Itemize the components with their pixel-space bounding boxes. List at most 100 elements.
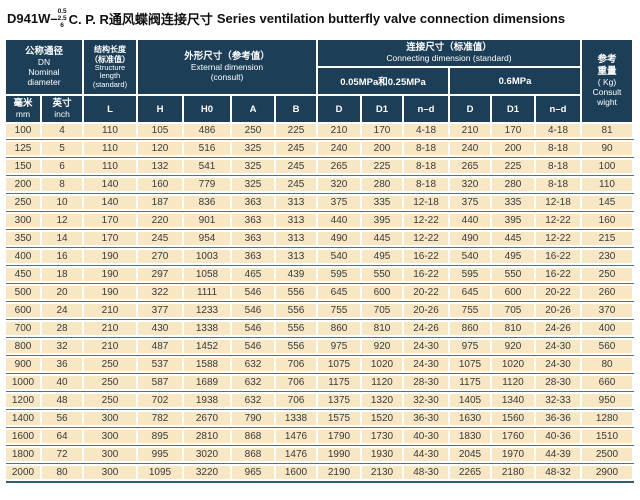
cell: 160: [138, 178, 182, 191]
cell: 445: [492, 232, 534, 245]
table-row: 600 24 210 377 1233 546 556 755 705 20-26 755 705 20…: [6, 304, 634, 317]
cell: 546: [232, 286, 274, 299]
table-row: 1800 72 300 995 3020 868 1476 1990 1930 44-30 2045…: [6, 448, 634, 461]
cell: 190: [84, 250, 136, 263]
pressure-value: 2.5: [57, 14, 67, 22]
table-row: 125 5 110 120 516 325 245 240 200 8-18 240 200 8-18 9…: [6, 142, 634, 155]
cell: 8-18: [404, 178, 448, 191]
cell: 250: [84, 394, 136, 407]
cell: 313: [276, 196, 316, 209]
title-model-prefix: D941W–: [7, 10, 58, 26]
header-label: D: [466, 103, 474, 115]
cell: 18: [42, 268, 82, 281]
cell: 782: [138, 412, 182, 425]
table-header: 公称通径 DN Nominal diameter 结构长度 （标准值） Stru…: [6, 40, 634, 122]
page-title: D941W– 0.5 2.5 6 C. P. R通风蝶阀连接尺寸 Series …: [7, 8, 565, 28]
cell: 1020: [362, 358, 402, 371]
cell: 1560: [492, 412, 534, 425]
cell: 440: [450, 214, 490, 227]
cell: 546: [232, 322, 274, 335]
cell: 32-33: [536, 394, 580, 407]
cell: 450: [6, 268, 40, 281]
spec-table: 公称通径 DN Nominal diameter 结构长度 （标准值） Stru…: [6, 40, 634, 483]
cell: 110: [84, 124, 136, 137]
cell: 16-22: [536, 250, 580, 263]
pressure-value: 0.5: [57, 8, 67, 15]
table-row: 1600 64 300 895 2810 868 1476 1790 1730 40-30 1830…: [6, 430, 634, 443]
cell: 1120: [362, 376, 402, 389]
cell: 2190: [318, 466, 360, 479]
cell: 28-30: [404, 376, 448, 389]
cell: 440: [318, 214, 360, 227]
row-divider: [6, 355, 634, 356]
cell: 132: [138, 160, 182, 173]
cell: 10: [42, 196, 82, 209]
cell: 895: [138, 430, 182, 443]
header-label: A: [249, 103, 257, 115]
cell: 1520: [362, 412, 402, 425]
header-label: 外形尺寸（参考值）: [184, 51, 270, 63]
cell: 320: [318, 178, 360, 191]
cell: 56: [42, 412, 82, 425]
cell: 225: [362, 160, 402, 173]
header-label: 连接尺寸（标准值）: [406, 42, 492, 54]
cell: 1600: [276, 466, 316, 479]
cell: 1200: [6, 394, 40, 407]
cell: 660: [582, 376, 632, 389]
cell: 265: [318, 160, 360, 173]
cell: 975: [318, 340, 360, 353]
cell: 325: [232, 160, 274, 173]
cell: 335: [362, 196, 402, 209]
cell: 868: [232, 430, 274, 443]
table-row: 800 32 210 487 1452 546 556 975 920 24-30 975 920 24…: [6, 340, 634, 353]
header-label: External dimension (consult): [190, 62, 264, 82]
cell: 36: [42, 358, 82, 371]
header-col-A: A: [232, 96, 274, 122]
cell: 1320: [362, 394, 402, 407]
cell: 44-30: [404, 448, 448, 461]
table-row: 250 10 140 187 836 363 313 375 335 12-18 375 335 12-…: [6, 196, 634, 209]
cell: 12-22: [404, 232, 448, 245]
cell: 810: [362, 322, 402, 335]
cell: 705: [362, 304, 402, 317]
cell: 1338: [276, 412, 316, 425]
header-label: mm: [15, 109, 31, 120]
cell: 245: [138, 232, 182, 245]
cell: 24-26: [404, 322, 448, 335]
cell: 860: [318, 322, 360, 335]
cell: 445: [362, 232, 402, 245]
cell: 250: [84, 358, 136, 371]
cell: 100: [582, 160, 632, 173]
header-label: n–d: [417, 103, 435, 115]
header-weight: 参考 重量 ( Kg) Consult wight: [582, 40, 632, 122]
cell: 487: [138, 340, 182, 353]
cell: 1375: [318, 394, 360, 407]
cell: 20-26: [536, 304, 580, 317]
cell: 8-18: [404, 160, 448, 173]
cell: 260: [582, 286, 632, 299]
cell: 1338: [184, 322, 230, 335]
cell: 632: [232, 394, 274, 407]
row-divider: [6, 157, 634, 158]
header-inch: 英寸 inch: [42, 96, 82, 122]
title-pressure-stack: 0.5 2.5 6: [57, 8, 67, 29]
header-label: 公称通径: [24, 46, 63, 58]
cell: 24-30: [536, 358, 580, 371]
cell: 1075: [318, 358, 360, 371]
cell: 44-39: [536, 448, 580, 461]
cell: 300: [84, 448, 136, 461]
cell: 1588: [184, 358, 230, 371]
cell: 1790: [318, 430, 360, 443]
cell: 64: [42, 430, 82, 443]
cell: 250: [582, 268, 632, 281]
cell: 24-30: [536, 340, 580, 353]
header-pressure-high: 0.6MPa: [450, 68, 580, 94]
cell: 901: [184, 214, 230, 227]
cell: 24: [42, 304, 82, 317]
table-row: 150 6 110 132 541 325 245 265 225 8-18 265 225 8-18 1…: [6, 160, 634, 173]
cell: 24-30: [404, 340, 448, 353]
cell: 40-30: [404, 430, 448, 443]
table-row: 1000 40 250 587 1689 632 706 1175 1120 28-30 1175 1…: [6, 376, 634, 389]
cell: 12-18: [536, 196, 580, 209]
cell: 24-30: [404, 358, 448, 371]
